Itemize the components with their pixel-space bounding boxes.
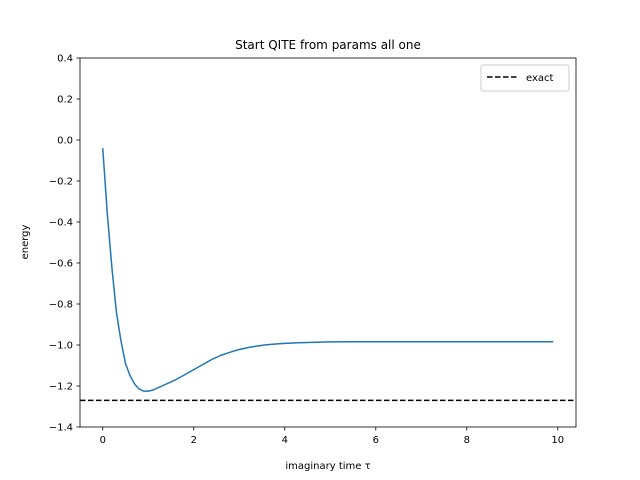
x-tick-label: 2 bbox=[191, 435, 197, 446]
y-tick-label: 0.0 bbox=[57, 136, 73, 147]
legend: exact bbox=[480, 64, 570, 92]
y-tick-label: −1.0 bbox=[49, 341, 73, 352]
y-tick-label: 0.4 bbox=[57, 54, 73, 65]
axes-layer: 0 2 4 6 8 10 −1.4 −1.2 −1.0 −0.8 −0.6 −0.4 −0.2 0.0 0.… bbox=[49, 54, 577, 446]
chart-title: Start QITE from params all one bbox=[235, 38, 421, 52]
plot-area bbox=[80, 58, 576, 427]
x-tick-label: 6 bbox=[373, 435, 379, 446]
series-layer bbox=[80, 148, 576, 402]
y-tick-label: −1.4 bbox=[49, 423, 73, 434]
plot-frame bbox=[79, 57, 577, 428]
legend-box bbox=[480, 64, 570, 92]
qite-energy-line bbox=[102, 148, 554, 392]
y-tick-label: 0.2 bbox=[57, 95, 73, 106]
y-tick-label: −0.2 bbox=[49, 177, 73, 188]
x-tick-label: 4 bbox=[282, 435, 288, 446]
y-tick-label: −0.6 bbox=[49, 259, 73, 270]
y-tick-label: −0.8 bbox=[49, 300, 73, 311]
x-tick-label: 0 bbox=[100, 435, 106, 446]
legend-exact-label: exact bbox=[526, 73, 554, 84]
y-tick-label: −1.2 bbox=[49, 382, 73, 393]
x-tick-label: 10 bbox=[551, 435, 564, 446]
x-tick-label: 8 bbox=[464, 435, 470, 446]
y-axis-label: energy bbox=[20, 224, 31, 259]
y-tick-label: −0.4 bbox=[49, 218, 73, 229]
x-axis-label: imaginary time τ bbox=[285, 461, 370, 472]
